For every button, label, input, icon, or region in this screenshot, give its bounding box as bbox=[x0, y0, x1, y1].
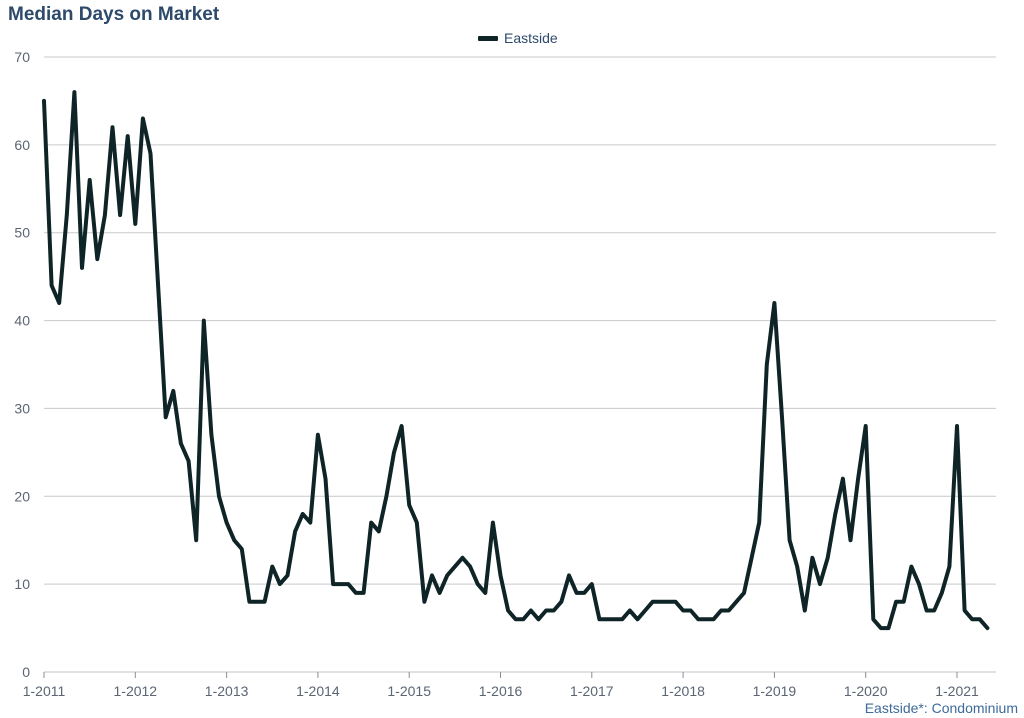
y-tick-label: 60 bbox=[14, 137, 30, 153]
footnote: Eastside*: Condominium bbox=[864, 700, 1018, 716]
x-tick-label: 1-2020 bbox=[844, 683, 888, 699]
y-tick-label: 10 bbox=[14, 576, 30, 592]
y-tick-label: 50 bbox=[14, 225, 30, 241]
x-tick-label: 1-2018 bbox=[661, 683, 705, 699]
x-tick-label: 1-2013 bbox=[205, 683, 249, 699]
series-layer bbox=[42, 90, 990, 631]
y-tick-label: 20 bbox=[14, 488, 30, 504]
y-tick-label: 70 bbox=[14, 49, 30, 65]
x-tick-label: 1-2012 bbox=[114, 683, 158, 699]
series-line-eastside[interactable] bbox=[42, 90, 990, 631]
x-tick-label: 1-2015 bbox=[387, 683, 431, 699]
x-tick-label: 1-2014 bbox=[296, 683, 340, 699]
y-axis: 0 10 20 30 40 50 60 70 bbox=[14, 49, 30, 680]
legend-label: Eastside bbox=[504, 30, 558, 46]
x-tick-label: 1-2016 bbox=[479, 683, 523, 699]
x-tick-label: 1-2017 bbox=[570, 683, 614, 699]
y-tick-label: 30 bbox=[14, 400, 30, 416]
x-tick-label: 1-2011 bbox=[23, 683, 66, 699]
chart-title: Median Days on Market bbox=[8, 4, 220, 25]
y-tick-label: 0 bbox=[22, 664, 30, 680]
x-tick-label: 1-2021 bbox=[935, 683, 979, 699]
y-tick-label: 40 bbox=[14, 313, 30, 329]
legend-swatch bbox=[478, 35, 498, 41]
gridlines bbox=[44, 56, 996, 673]
x-tick-label: 1-2019 bbox=[753, 683, 797, 699]
legend[interactable]: Eastside bbox=[478, 30, 558, 46]
x-axis: 1-2011 1-2012 1-2013 1-2014 1-2015 1-2016 1-20… bbox=[23, 672, 979, 699]
